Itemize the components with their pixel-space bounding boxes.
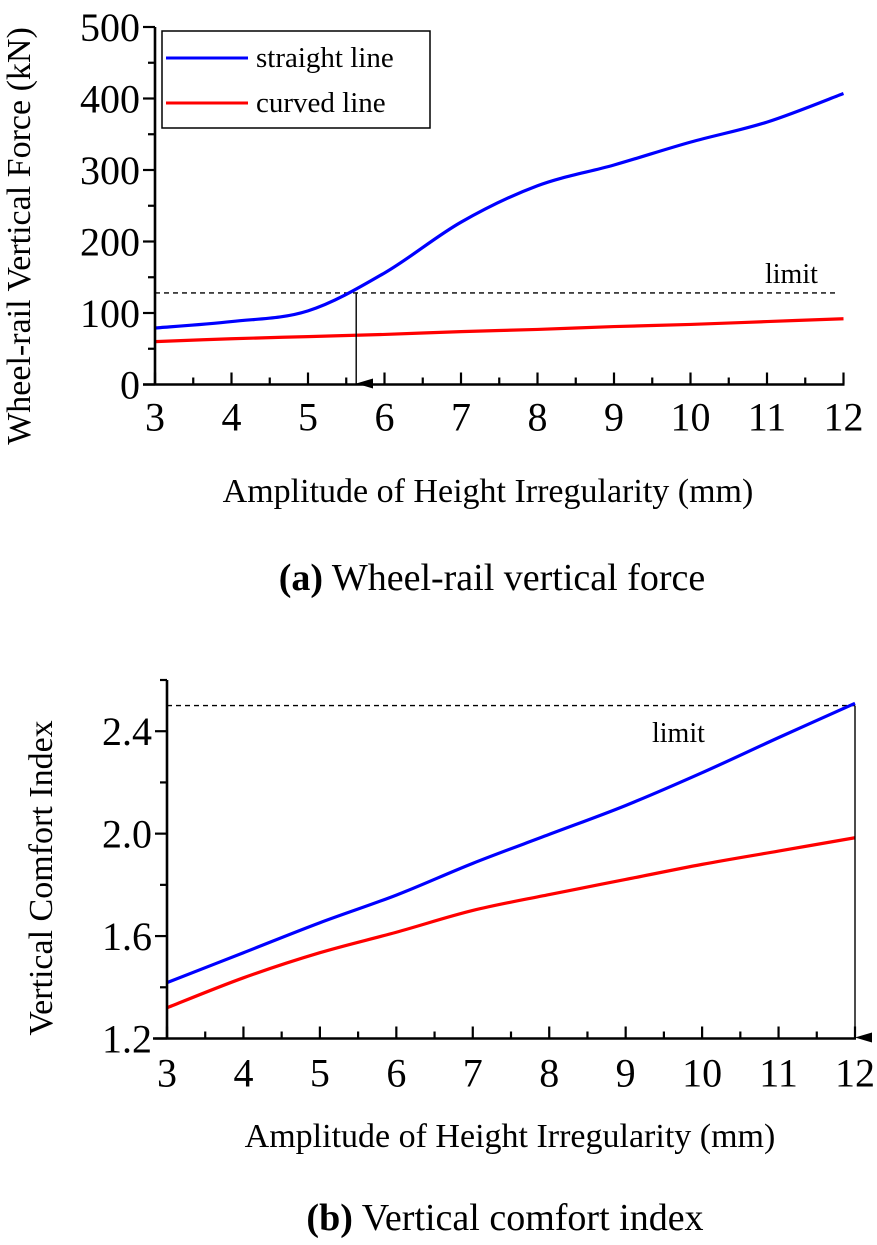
y-tick-label-a: 400 — [80, 77, 140, 122]
x-tick-label-b: 7 — [463, 1051, 483, 1096]
x-tick-label-b: 11 — [759, 1051, 798, 1096]
y-tick-label-a: 100 — [80, 291, 140, 336]
series-curved-line-b — [166, 836, 856, 1010]
y-axis-title-b: Vertical Comfort Index — [23, 720, 60, 1035]
y-tick-label-b: 1.2 — [102, 1017, 152, 1062]
x-axis-title-b: Amplitude of Height Irregularity (mm) — [245, 1118, 776, 1155]
x-tick-label-b: 10 — [682, 1051, 722, 1096]
chart-wheel-rail-force: 3 4 5 6 7 8 9 10 11 12 0 100 200 300 400 500 Amplitude … — [1, 5, 864, 599]
caption-a: (a) Wheel-rail vertical force — [279, 557, 706, 599]
legend-box — [161, 30, 431, 129]
caption-b-text: Vertical comfort index — [353, 1197, 704, 1239]
x-tick-label-a: 12 — [824, 395, 864, 440]
x-tick-label-b: 4 — [233, 1051, 253, 1096]
caption-b-label: (b) — [306, 1197, 352, 1239]
legend: straight line curved line — [161, 30, 431, 129]
x-tick-label-a: 5 — [298, 395, 318, 440]
x-tick-label-b: 6 — [386, 1051, 406, 1096]
legend-label-straight: straight line — [256, 42, 394, 74]
y-tick-label-a: 0 — [120, 363, 140, 408]
limit-label-a: limit — [765, 259, 818, 290]
y-axis-title-a: Wheel-rail Vertical Force (kN) — [1, 27, 38, 445]
x-tick-label-a: 6 — [375, 395, 395, 440]
plot-area-b: 3 4 5 6 7 8 9 10 11 12 1.2 1.6 2.0 2.4 — [102, 678, 875, 1096]
x-tick-label-b: 5 — [310, 1051, 330, 1096]
x-tick-label-a: 4 — [222, 395, 242, 440]
plot-area-a: 3 4 5 6 7 8 9 10 11 12 0 100 200 300 400 500 — [80, 5, 864, 440]
limit-label-b: limit — [652, 718, 705, 749]
caption-a-label: (a) — [279, 557, 323, 599]
x-tick-label-a: 10 — [671, 395, 711, 440]
x-tick-label-b: 8 — [539, 1051, 559, 1096]
x-axis-title-a: Amplitude of Height Irregularity (mm) — [223, 473, 754, 510]
y-tick-label-a: 500 — [80, 5, 140, 50]
x-tick-label-a: 9 — [604, 395, 624, 440]
x-tick-label-b: 3 — [157, 1051, 177, 1096]
caption-a-text: Wheel-rail vertical force — [323, 557, 705, 599]
x-tick-label-b: 9 — [616, 1051, 636, 1096]
legend-label-curved: curved line — [256, 87, 386, 119]
x-tick-label-a: 3 — [145, 395, 165, 440]
series-curved-line-a — [154, 317, 844, 344]
x-tick-label-b: 12 — [835, 1051, 875, 1096]
y-tick-label-b: 1.6 — [102, 914, 152, 959]
series-straight-line-a — [154, 91, 845, 330]
chart-vertical-comfort: 3 4 5 6 7 8 9 10 11 12 1.2 1.6 2.0 2.4 Amplitude of H… — [23, 678, 875, 1239]
y-tick-label-a: 200 — [80, 220, 140, 265]
caption-b: (b) Vertical comfort index — [306, 1197, 703, 1239]
y-tick-label-b: 2.0 — [102, 812, 152, 857]
series-straight-line-b — [166, 701, 856, 985]
x-tick-label-a: 7 — [451, 395, 471, 440]
x-tick-label-a: 11 — [748, 395, 787, 440]
y-tick-label-b: 2.4 — [102, 709, 152, 754]
x-tick-label-a: 8 — [528, 395, 548, 440]
y-tick-label-a: 300 — [80, 148, 140, 193]
